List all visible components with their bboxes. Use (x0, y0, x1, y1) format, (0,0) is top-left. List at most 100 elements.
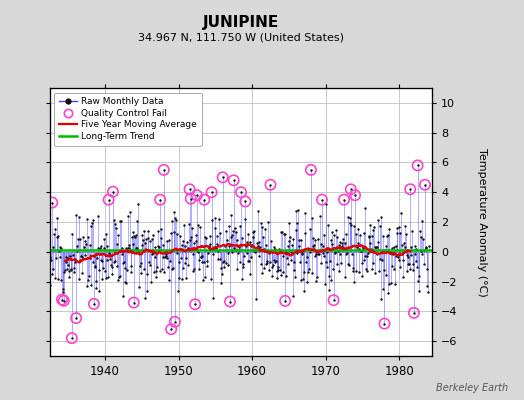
Point (180, 222, 188, 228)
Point (274, 264, 282, 270)
Point (81, 238, 90, 244)
Point (273, 275, 281, 281)
Point (122, 280, 130, 286)
Point (359, 245, 367, 252)
Point (215, 216, 223, 222)
Point (304, 244, 313, 251)
Point (89, 258, 97, 265)
Point (160, 269, 169, 275)
Point (298, 249, 306, 256)
Point (78, 270, 86, 276)
Point (410, 310, 418, 316)
Point (301, 230, 309, 236)
Point (52, 254, 60, 261)
Point (387, 280, 396, 286)
Point (406, 186, 414, 192)
Point (56, 244, 64, 250)
Point (84, 234, 92, 240)
Point (250, 248, 259, 254)
Point (46, 254, 54, 260)
Point (243, 239, 251, 245)
Point (67, 267, 75, 274)
Point (396, 230, 404, 236)
Point (355, 269, 363, 275)
Point (64, 274, 73, 281)
Point (226, 298, 234, 305)
Point (101, 268, 109, 274)
Point (206, 240, 215, 247)
Point (410, 310, 418, 316)
Point (233, 236, 241, 243)
Point (377, 214, 386, 220)
Point (340, 196, 348, 203)
Point (320, 232, 329, 238)
Point (179, 238, 187, 244)
Point (202, 235, 210, 242)
Point (231, 225, 239, 231)
Point (366, 222, 375, 228)
Point (417, 248, 425, 254)
Point (74, 276, 83, 282)
Point (279, 253, 288, 259)
Point (244, 258, 252, 264)
Point (297, 237, 305, 244)
Point (114, 277, 122, 284)
Point (263, 258, 271, 264)
Point (379, 233, 387, 239)
Point (281, 248, 290, 255)
Point (266, 259, 274, 265)
Point (347, 222, 356, 228)
Point (209, 251, 217, 257)
Point (118, 251, 126, 258)
Point (151, 274, 160, 280)
Point (314, 236, 322, 242)
Point (318, 196, 326, 203)
Point (365, 233, 374, 239)
Point (330, 297, 338, 303)
Point (341, 240, 349, 246)
Point (290, 267, 299, 274)
Point (392, 253, 400, 260)
Point (407, 252, 415, 258)
Point (121, 265, 129, 272)
Point (278, 229, 286, 235)
Point (399, 257, 408, 263)
Point (140, 240, 149, 246)
Point (269, 262, 277, 268)
Point (393, 225, 401, 231)
Point (43, 263, 51, 269)
Point (175, 259, 183, 265)
Point (405, 261, 413, 267)
Point (259, 234, 267, 240)
Point (344, 214, 353, 220)
Point (75, 236, 84, 242)
Point (267, 238, 275, 244)
Point (58, 296, 66, 303)
Point (309, 234, 317, 241)
Point (344, 261, 352, 268)
Point (205, 233, 214, 240)
Point (124, 213, 133, 220)
Point (288, 242, 296, 248)
Point (246, 238, 255, 245)
Point (364, 234, 373, 240)
Point (113, 263, 122, 269)
Point (253, 240, 261, 247)
Point (203, 263, 212, 270)
Point (172, 217, 180, 223)
Point (190, 239, 198, 246)
Point (85, 273, 93, 280)
Point (144, 228, 152, 234)
Point (400, 244, 409, 250)
Point (307, 167, 315, 173)
Point (85, 255, 94, 261)
Point (216, 230, 224, 236)
Point (135, 248, 144, 254)
Point (80, 244, 89, 250)
Point (424, 288, 432, 295)
Point (139, 236, 147, 243)
Point (346, 215, 354, 221)
Point (254, 243, 262, 250)
Point (239, 260, 247, 267)
Point (292, 226, 300, 233)
